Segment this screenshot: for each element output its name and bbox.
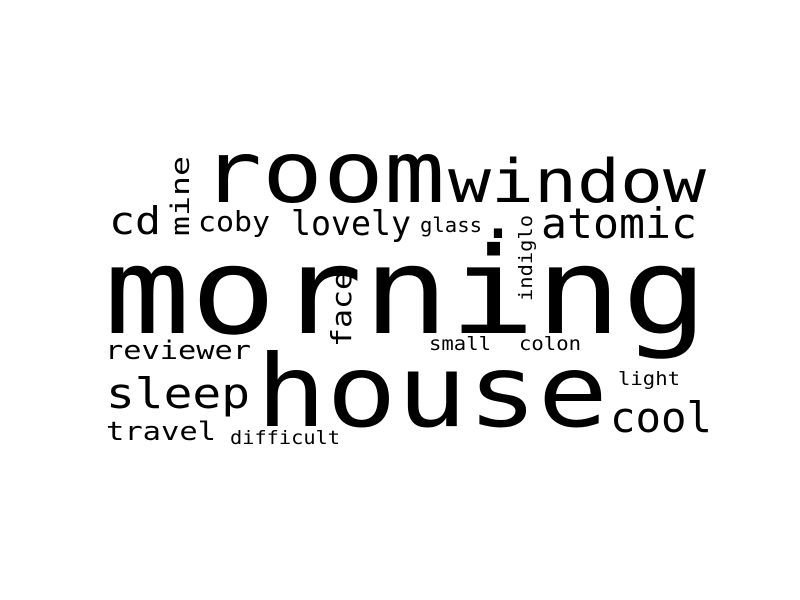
word-cd: cd — [109, 199, 161, 243]
word-sleep: sleep — [106, 369, 250, 418]
word-colon: colon — [519, 333, 581, 355]
word-difficult: difficult — [230, 427, 340, 449]
word-cool: cool — [610, 393, 712, 442]
word-travel: travel — [106, 417, 216, 447]
word-mine: mine — [166, 156, 196, 236]
word-house: house — [256, 333, 608, 450]
word-reviewer: reviewer — [105, 336, 251, 366]
word-glass: glass — [420, 213, 482, 237]
word-atomic: atomic — [541, 199, 697, 248]
word-light: light — [618, 368, 680, 390]
word-dot: . — [478, 180, 518, 254]
word-small: small — [429, 333, 491, 355]
word-face: face — [325, 271, 358, 347]
word-window: window — [448, 147, 707, 217]
word-morning: morning — [104, 223, 708, 362]
word-indiglo: indiglo — [515, 215, 537, 301]
word-coby: coby — [198, 205, 270, 238]
word-room: room — [201, 123, 445, 223]
word-lovely: lovely — [291, 204, 411, 244]
